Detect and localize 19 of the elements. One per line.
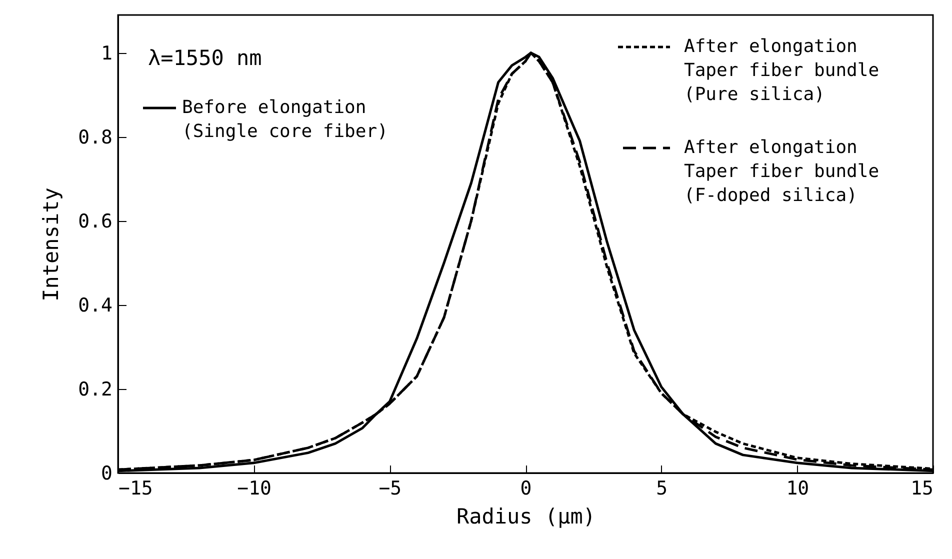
legend-label: After elongation Taper fiber bundle (Pure silica) <box>684 36 880 105</box>
y-tick-label: 1 <box>101 42 112 64</box>
y-tick-label: 0 <box>101 462 112 484</box>
x-tick-label: 15 <box>910 478 934 500</box>
x-axis-title: Radius (μm) <box>456 504 596 528</box>
x-tick-label: 5 <box>656 478 668 500</box>
x-tick-label: 0 <box>520 478 532 500</box>
x-tick-label: −10 <box>237 478 272 500</box>
x-tick-label: −5 <box>378 478 402 500</box>
y-tick-label: 0.2 <box>78 378 112 400</box>
y-axis-title: Intensity <box>39 188 64 302</box>
y-tick-label: 0.8 <box>78 126 112 148</box>
y-tick-label: 0.6 <box>78 210 112 232</box>
annotation: λ=1550 nm <box>148 46 262 70</box>
legend-label: Before elongation (Single core fiber) <box>182 97 388 142</box>
x-tick-label: −15 <box>118 478 153 500</box>
x-tick-label: 10 <box>786 478 810 500</box>
legend-label: After elongation Taper fiber bundle (F-doped silica) <box>684 137 880 206</box>
y-tick-label: 0.4 <box>78 294 112 316</box>
